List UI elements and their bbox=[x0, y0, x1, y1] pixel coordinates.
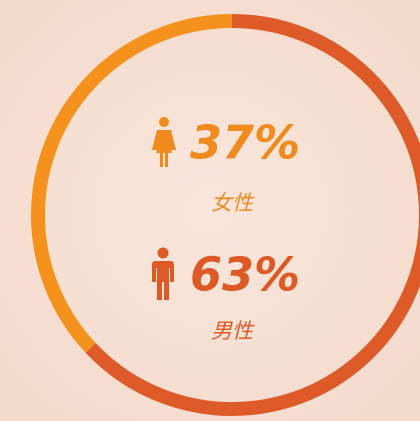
donut-segment bbox=[85, 14, 420, 416]
legend-label: 女性 bbox=[211, 191, 255, 215]
legend-label: 男性 bbox=[211, 319, 255, 343]
male-icon bbox=[152, 247, 174, 300]
donut-segment bbox=[31, 14, 233, 353]
value-label: 37% bbox=[190, 116, 300, 170]
value-label: 63% bbox=[190, 248, 300, 302]
female-icon bbox=[152, 117, 176, 167]
